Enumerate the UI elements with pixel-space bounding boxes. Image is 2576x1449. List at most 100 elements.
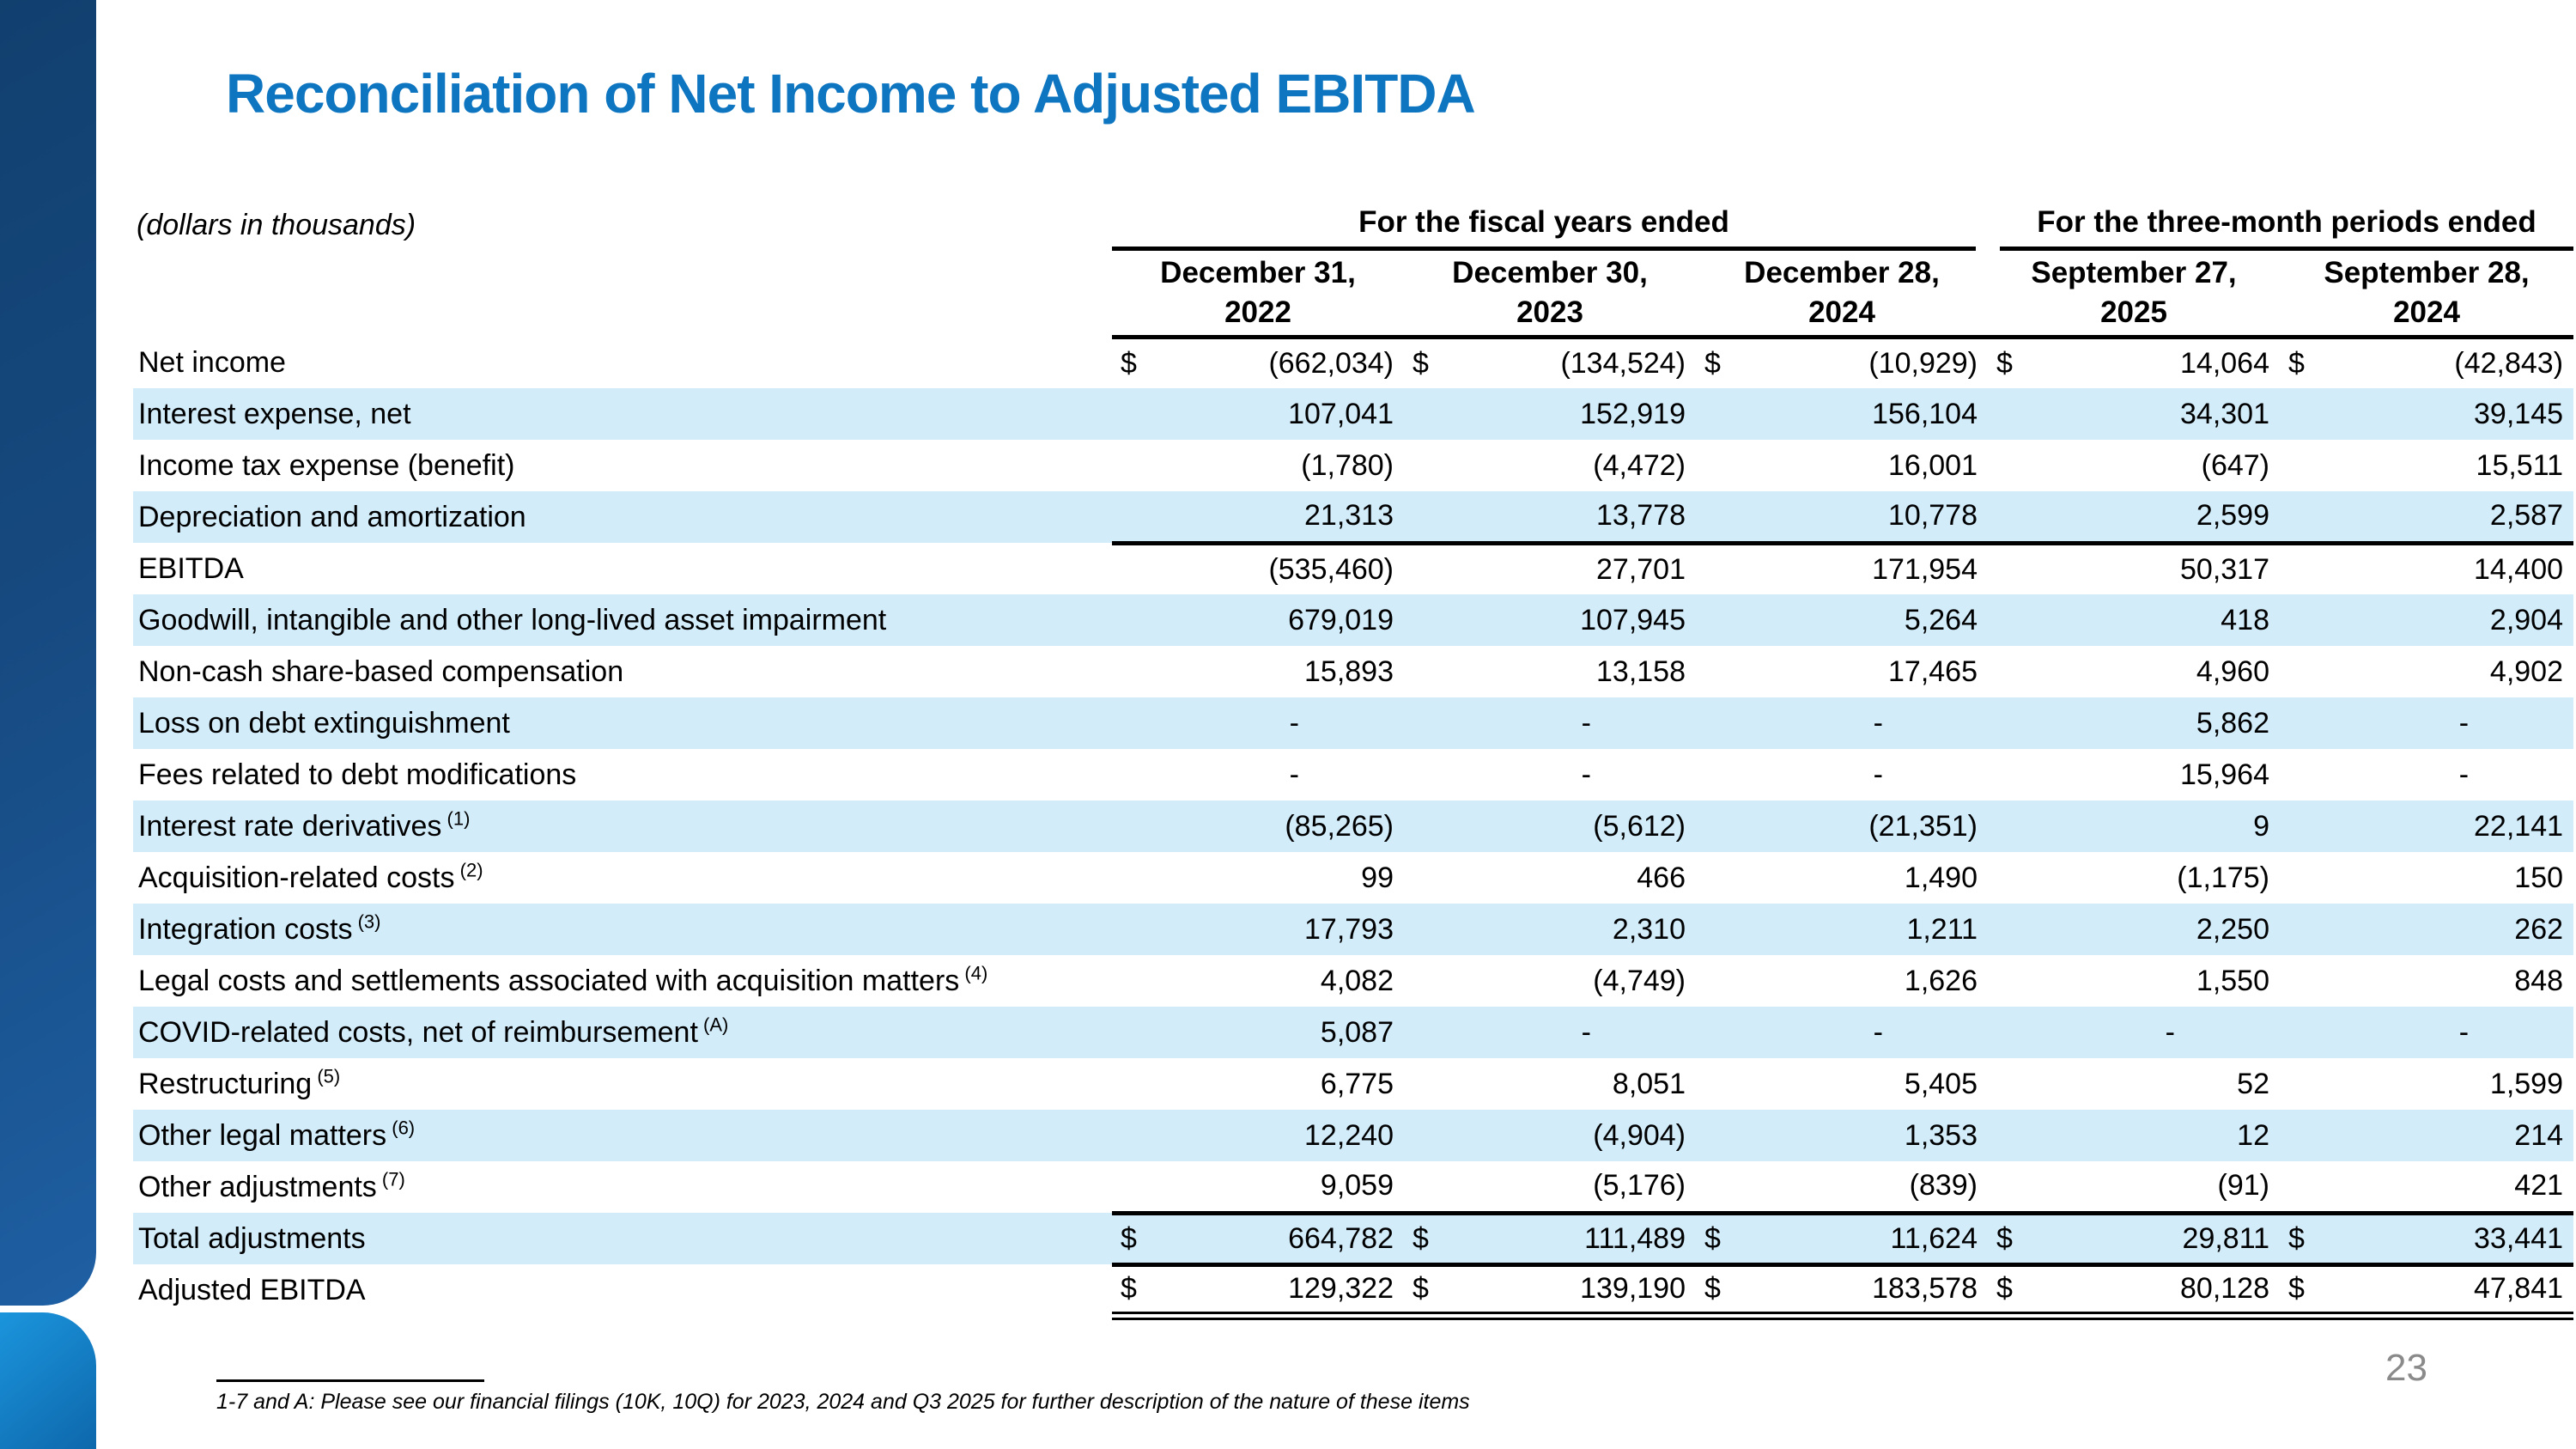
cell-value: $ (662,034)	[1112, 337, 1404, 388]
cell-value: $(4,472)	[1404, 440, 1696, 491]
value-text: 1,490	[1904, 861, 1978, 894]
cell-value: $(5,612)	[1404, 801, 1696, 852]
page-number: 23	[2385, 1347, 2427, 1389]
cell-value: $679,019	[1112, 594, 1404, 646]
cell-value: $11,624	[1696, 1213, 1988, 1267]
cell-value: $22,141	[2280, 801, 2574, 852]
column-header-line2: 2022	[1224, 295, 1291, 329]
dollar-sign: $	[1413, 346, 1429, 380]
value-text: 5,264	[1904, 603, 1978, 636]
row-footnote-marker: (A)	[697, 1014, 729, 1036]
table-row: COVID-related costs, net of reimbursemen…	[133, 1007, 2574, 1058]
row-label-text: Fees related to debt modifications	[138, 758, 577, 791]
value-text: 5,862	[2196, 706, 2269, 740]
row-label: Interest expense, net	[133, 388, 1112, 440]
cell-value: $-	[1696, 697, 1988, 749]
column-header-row: December 31, 2022 December 30, 2023 Dece…	[133, 251, 2574, 339]
table-row: Integration costs (3)$17,793$2,310$1,211…	[133, 904, 2574, 955]
dollar-sign: $	[1413, 1272, 1429, 1306]
cell-value: $80,128	[1988, 1264, 2280, 1320]
value-text: 679,019	[1288, 603, 1394, 636]
column-header-line2: 2025	[2100, 295, 2167, 329]
value-text: 4,082	[1320, 964, 1394, 997]
value-text: (5,176)	[1593, 1169, 1686, 1202]
sidebar-dark-shape	[0, 0, 96, 1306]
cell-value: $107,041	[1112, 388, 1404, 440]
value-text: (21,351)	[1868, 809, 1978, 843]
table-row: Depreciation and amortization $21,313$13,…	[133, 491, 2574, 545]
cell-value: $-	[1988, 1007, 2280, 1058]
row-label-text: Other legal matters	[138, 1118, 387, 1152]
cell-value: $139,190	[1404, 1264, 1696, 1320]
row-label: Interest rate derivatives (1)	[133, 801, 1112, 852]
dollar-sign: $	[2288, 1272, 2305, 1306]
value-text: (1,780)	[1301, 448, 1394, 482]
table-row: Income tax expense (benefit) $(1,780)$(4,…	[133, 440, 2573, 491]
row-label-text: Loss on debt extinguishment	[138, 706, 510, 740]
cell-value: $(647)	[1988, 440, 2280, 491]
cell-value: $-	[2280, 697, 2574, 749]
row-footnote-marker: (5)	[312, 1065, 341, 1087]
cell-value: $21,313	[1112, 491, 1404, 545]
cell-value: $129,322	[1112, 1264, 1404, 1320]
row-label: Other adjustments (7)	[133, 1161, 1112, 1213]
row-label-text: Legal costs and settlements associated w…	[138, 964, 960, 997]
row-footnote-marker: (2)	[454, 859, 483, 881]
row-label-text: Acquisition-related costs	[138, 861, 455, 894]
table-row: Goodwill, intangible and other long-live…	[133, 594, 2574, 646]
cell-value: $15,964	[1988, 749, 2280, 801]
value-text: -	[1581, 1015, 1591, 1049]
cell-value: $9	[1988, 801, 2280, 852]
cell-value: $ (10,929)	[1696, 337, 1988, 388]
cell-value: $5,405	[1696, 1058, 1988, 1110]
cell-value: $16,001	[1696, 440, 1988, 491]
column-header-line1: December 31,	[1160, 255, 1356, 289]
cell-value: $(5,176)	[1404, 1161, 1696, 1215]
cell-value: $17,793	[1112, 904, 1404, 955]
value-text: 27,701	[1596, 552, 1686, 586]
value-text: -	[1873, 1015, 1883, 1049]
cell-value: $1,353	[1696, 1110, 1988, 1161]
cell-value: $-	[2280, 1007, 2574, 1058]
value-text: 4,960	[2196, 654, 2269, 688]
row-label: Legal costs and settlements associated w…	[133, 955, 1112, 1007]
value-text: -	[2458, 706, 2470, 740]
value-text: 39,145	[2474, 397, 2564, 430]
dollar-sign: $	[1704, 1221, 1721, 1255]
value-text: 14,400	[2474, 552, 2564, 586]
cell-value: $13,158	[1404, 646, 1696, 697]
value-text: 15,964	[2180, 758, 2269, 791]
value-text: 139,190	[1580, 1272, 1686, 1306]
table-row: Other legal matters (6)$12,240$(4,904)$1…	[133, 1110, 2574, 1161]
group-header-row: (dollars in thousands) For the fiscal ye…	[133, 204, 2574, 251]
value-text: 12	[2237, 1118, 2269, 1152]
value-text: 152,919	[1580, 397, 1686, 430]
value-text: 5,087	[1320, 1015, 1394, 1049]
cell-value: $-	[1696, 749, 1988, 801]
dollar-sign: $	[1996, 1272, 2013, 1306]
cell-value: $1,490	[1696, 852, 1988, 904]
row-footnote-marker: (7)	[376, 1168, 405, 1190]
value-text: (4,749)	[1593, 964, 1686, 997]
group-header-fiscal-years: For the fiscal years ended	[1112, 204, 1988, 251]
value-text: (5,612)	[1593, 809, 1686, 843]
value-text: 1,211	[1906, 912, 1978, 946]
cell-value: $-	[2280, 749, 2573, 801]
row-label: Integration costs (3)	[133, 904, 1112, 955]
value-text: 262	[2514, 912, 2564, 946]
row-label-text: Restructuring	[138, 1067, 313, 1100]
value-text: -	[1873, 706, 1883, 740]
cell-value: $34,301	[1988, 388, 2280, 440]
value-text: 13,158	[1596, 654, 1686, 688]
value-text: (662,034)	[1268, 346, 1394, 380]
row-label-text: Other adjustments	[138, 1170, 377, 1203]
value-text: 1,626	[1904, 964, 1978, 997]
row-label: Depreciation and amortization	[133, 491, 1112, 543]
row-label-text: Interest expense, net	[138, 397, 411, 430]
value-text: 214	[2514, 1118, 2564, 1152]
cell-value: $262	[2280, 904, 2574, 955]
row-label: COVID-related costs, net of reimbursemen…	[133, 1007, 1112, 1058]
cell-value: $33,441	[2280, 1213, 2574, 1267]
cell-value: $10,778	[1696, 491, 1988, 545]
